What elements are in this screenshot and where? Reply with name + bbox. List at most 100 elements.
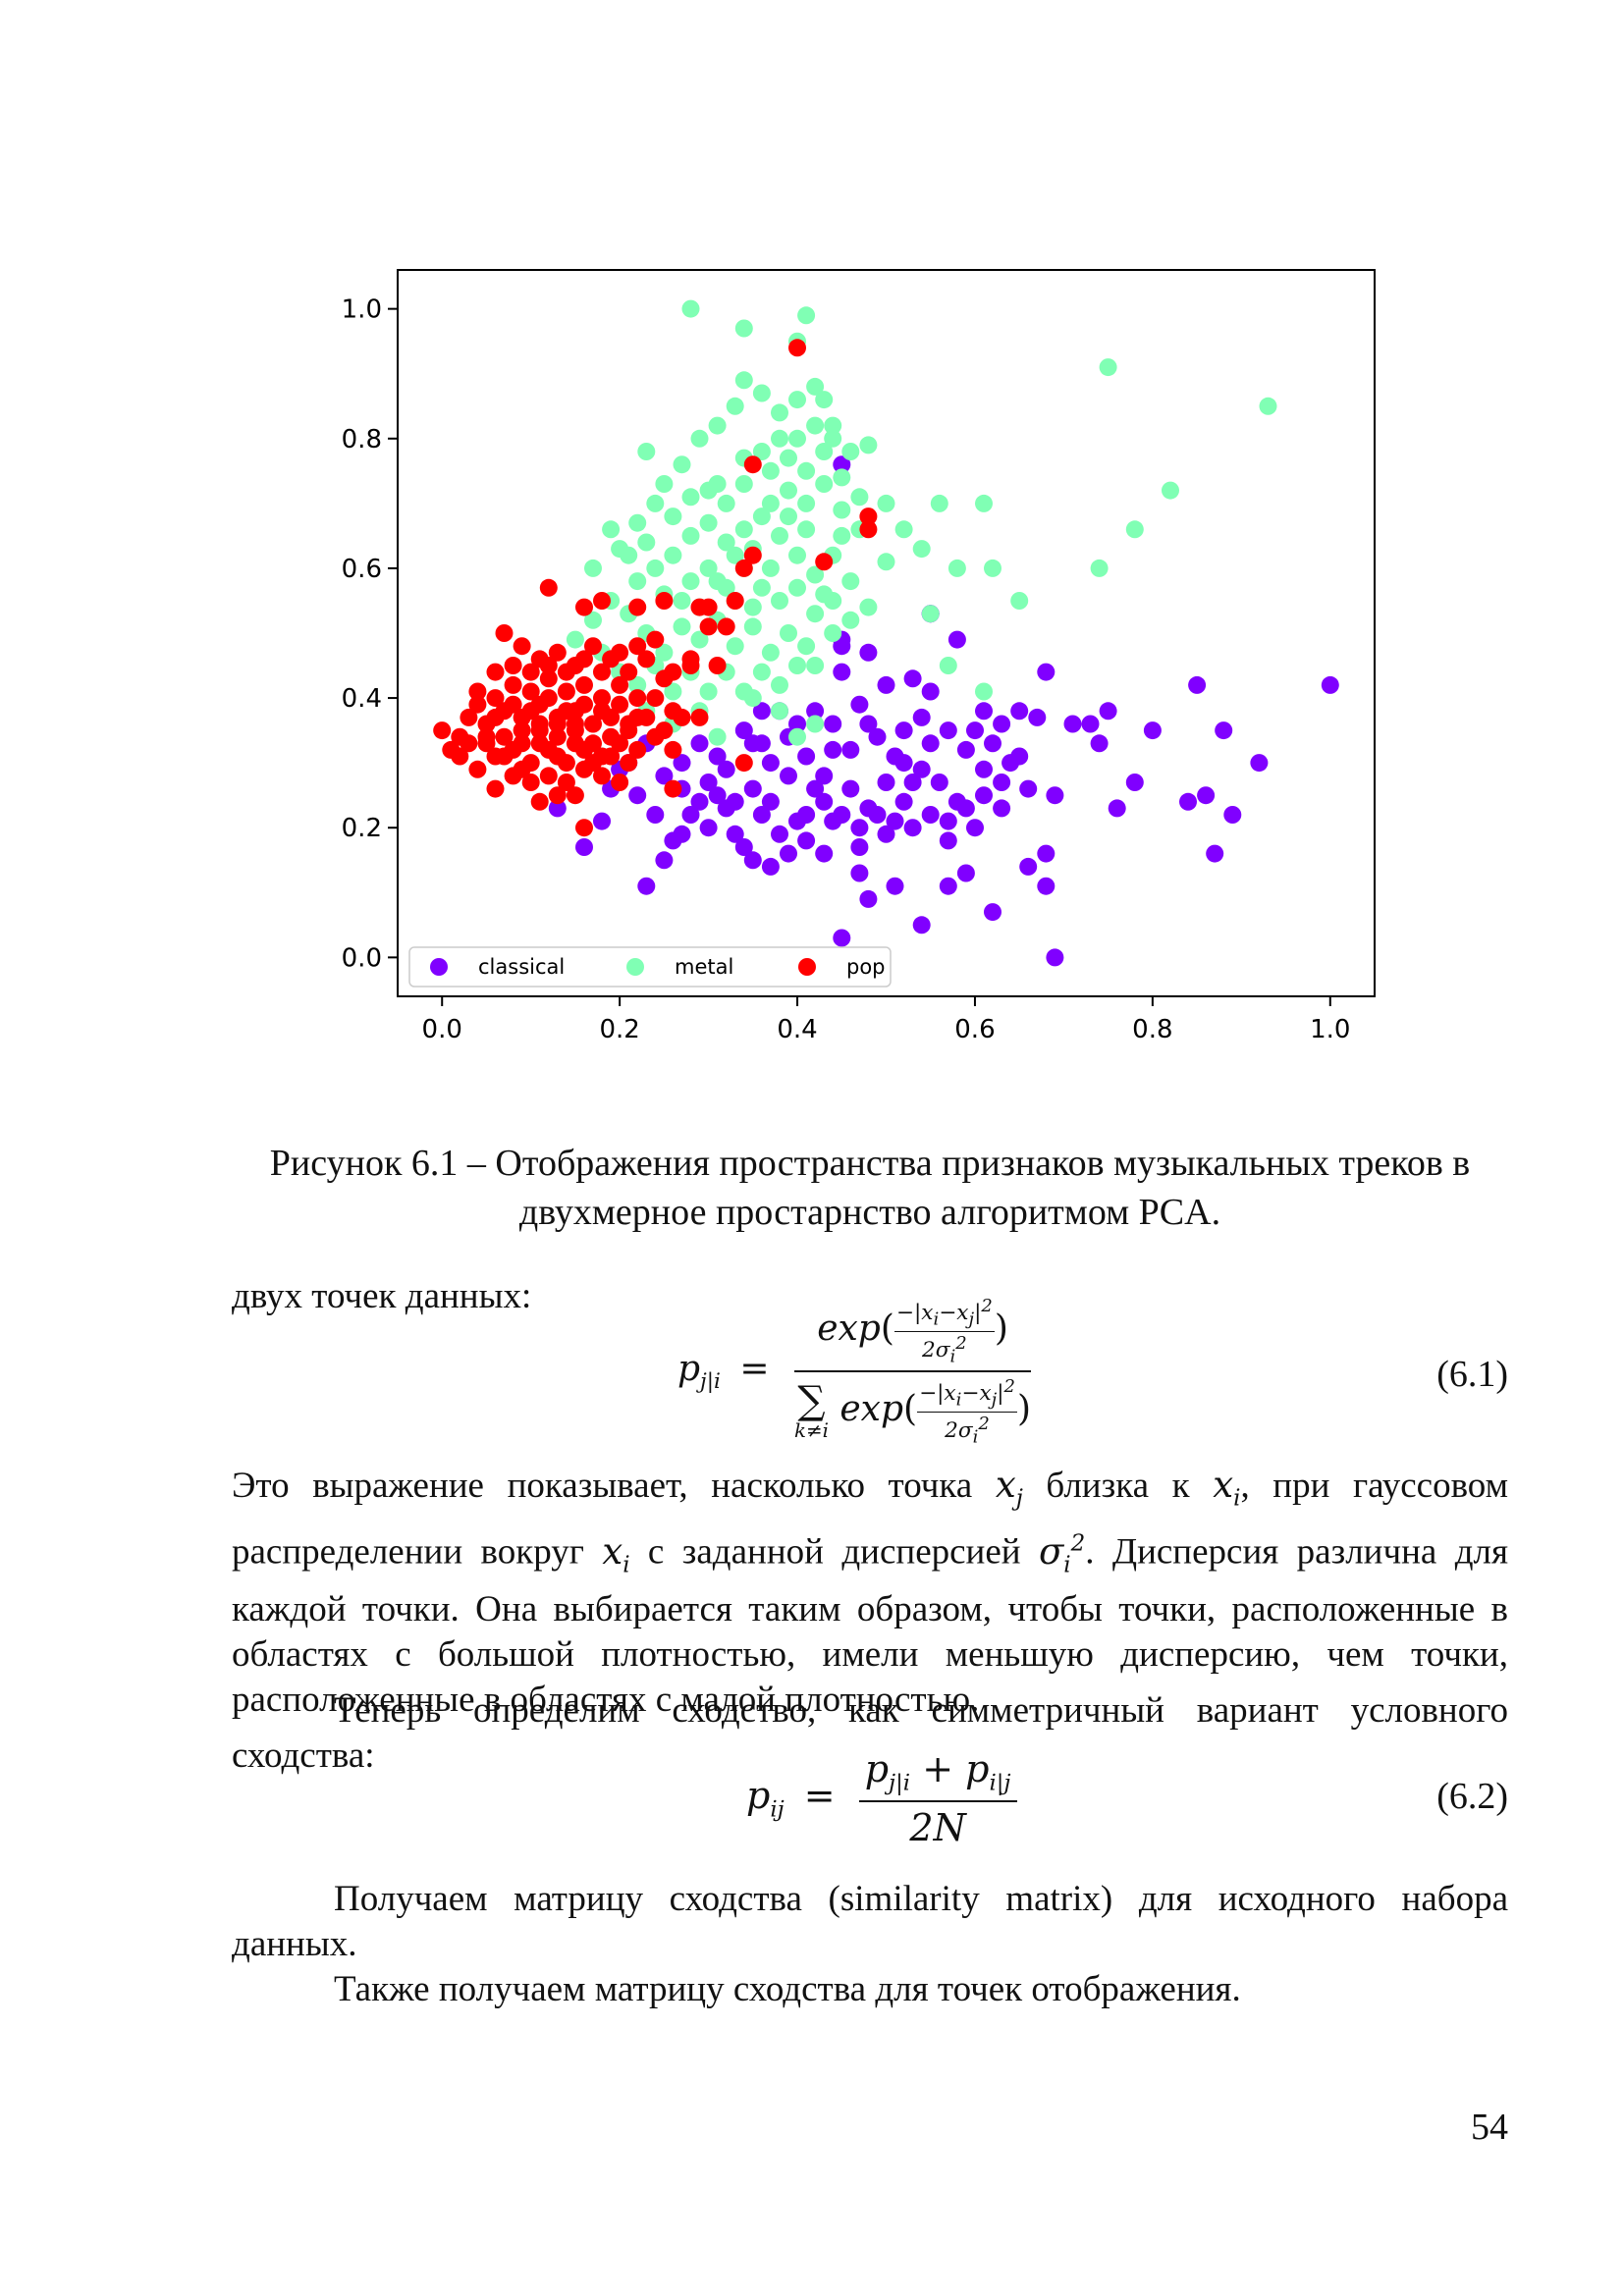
classical-point xyxy=(947,630,966,649)
classical-point xyxy=(850,695,869,714)
pop-point xyxy=(628,637,647,656)
classical-point xyxy=(912,708,931,726)
classical-point xyxy=(708,786,727,805)
classical-point xyxy=(690,734,709,753)
metal-point xyxy=(734,371,753,390)
classical-point xyxy=(859,715,878,733)
metal-point xyxy=(584,611,602,629)
pop-point xyxy=(664,779,682,798)
classical-point xyxy=(886,812,904,830)
equation-number-6-1: (6.1) xyxy=(1436,1354,1508,1395)
metal-point xyxy=(1090,559,1109,577)
classical-point xyxy=(877,675,895,694)
classical-point xyxy=(824,740,842,759)
classical-point xyxy=(833,455,851,474)
pop-point xyxy=(743,546,762,564)
pop-point xyxy=(575,598,593,616)
pop-point xyxy=(602,747,621,766)
pop-point xyxy=(602,727,621,746)
pop-point xyxy=(460,708,478,726)
pop-point xyxy=(477,727,496,746)
legend-box xyxy=(408,946,892,988)
pop-point xyxy=(664,740,682,759)
pop-point xyxy=(557,663,575,681)
x-tick-label: 0.6 xyxy=(954,1015,995,1044)
classical-point xyxy=(734,721,753,740)
classical-point xyxy=(833,663,851,681)
pop-point xyxy=(593,702,611,721)
equation-6-2: pij = pj|i + pi|j 2N xyxy=(746,1747,1017,1849)
classical-point xyxy=(894,792,913,811)
metal-point xyxy=(788,657,806,674)
pop-point xyxy=(539,767,558,785)
pop-point xyxy=(495,747,514,766)
classical-point xyxy=(673,825,691,843)
classical-point xyxy=(975,760,993,778)
metal-point xyxy=(806,377,825,396)
pop-point xyxy=(566,734,584,753)
pop-point xyxy=(566,786,584,805)
classical-point xyxy=(1206,844,1224,863)
legend-marker-metal xyxy=(626,958,644,976)
classical-point xyxy=(903,669,922,688)
pop-point xyxy=(646,630,665,649)
metal-point xyxy=(797,494,816,512)
classical-point xyxy=(1019,857,1038,876)
pop-point xyxy=(513,721,531,740)
pop-point xyxy=(557,702,575,721)
metal-point xyxy=(859,436,878,454)
metal-point xyxy=(726,397,744,415)
pop-point xyxy=(495,624,514,642)
metal-point xyxy=(841,611,860,629)
pop-point xyxy=(584,754,602,773)
classical-point xyxy=(593,812,611,830)
metal-point xyxy=(788,429,806,448)
metal-point xyxy=(797,461,816,480)
paragraph-symmetric: Теперь определим сходство, как симметрич… xyxy=(232,1690,1508,1776)
metal-point xyxy=(806,657,825,674)
pop-point xyxy=(548,715,567,733)
classical-point xyxy=(1321,675,1339,694)
classical-point xyxy=(726,792,744,811)
metal-point xyxy=(797,637,816,656)
x-tick-label: 0.0 xyxy=(422,1015,462,1044)
pop-point xyxy=(717,617,735,636)
metal-point xyxy=(673,617,691,636)
metal-point xyxy=(921,605,940,623)
pop-point xyxy=(521,663,540,681)
metal-point xyxy=(975,494,993,512)
pop-point xyxy=(521,774,540,791)
classical-point xyxy=(921,734,940,753)
paragraph-similarity-matrix: Получаем матрицу сходства (similarity ma… xyxy=(232,1879,1508,1964)
pop-point xyxy=(468,760,487,778)
pop-point xyxy=(620,663,638,681)
legend-marker-classical xyxy=(430,958,448,976)
pop-point xyxy=(681,657,700,674)
metal-point xyxy=(1259,397,1277,415)
pop-point xyxy=(486,663,505,681)
classical-point xyxy=(646,806,665,824)
metal-point xyxy=(690,429,709,448)
metal-point xyxy=(699,481,718,500)
metal-point xyxy=(850,488,869,507)
pop-point xyxy=(859,520,878,539)
caption-line-1: Рисунок 6.1 – Отображения пространства п… xyxy=(269,1143,1471,1184)
pop-point xyxy=(557,774,575,791)
classical-point xyxy=(743,851,762,870)
classical-point xyxy=(1108,799,1126,818)
metal-point xyxy=(726,546,744,564)
classical-point xyxy=(780,844,797,863)
x-tick-label: 1.0 xyxy=(1310,1015,1350,1044)
classical-point xyxy=(699,774,718,791)
classical-point xyxy=(699,819,718,837)
metal-point xyxy=(752,384,771,402)
metal-point xyxy=(752,663,771,681)
paragraph-mapping: Также получаем матрицу сходства для точе… xyxy=(334,1969,1241,2009)
pop-point xyxy=(664,702,682,721)
pop-point xyxy=(566,715,584,733)
metal-point xyxy=(833,526,851,545)
classical-point xyxy=(797,747,816,766)
pop-point xyxy=(513,734,531,753)
classical-point xyxy=(939,877,957,895)
legend-label-pop: pop xyxy=(846,955,886,979)
